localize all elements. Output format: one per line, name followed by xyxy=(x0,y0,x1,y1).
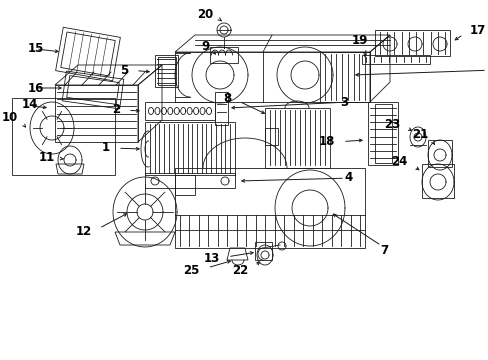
Text: 3: 3 xyxy=(339,95,347,108)
Text: 4: 4 xyxy=(344,171,352,184)
Text: 21: 21 xyxy=(411,129,427,141)
Text: 14: 14 xyxy=(22,99,38,112)
Text: 2: 2 xyxy=(112,104,120,117)
Text: 8: 8 xyxy=(224,91,231,104)
Text: 17: 17 xyxy=(469,23,485,36)
Text: 10: 10 xyxy=(2,112,18,125)
Text: 9: 9 xyxy=(202,40,209,54)
Text: 13: 13 xyxy=(203,252,220,265)
Text: 24: 24 xyxy=(391,156,407,168)
Text: 16: 16 xyxy=(28,81,44,94)
Text: 20: 20 xyxy=(196,8,213,21)
Text: 19: 19 xyxy=(351,33,367,46)
Text: 22: 22 xyxy=(231,264,247,276)
Text: 12: 12 xyxy=(76,225,92,238)
Text: 25: 25 xyxy=(183,264,200,276)
Text: 7: 7 xyxy=(379,243,387,256)
Text: 1: 1 xyxy=(102,141,110,154)
Text: 5: 5 xyxy=(120,63,128,77)
Text: 23: 23 xyxy=(383,118,399,131)
Text: 15: 15 xyxy=(28,41,44,54)
Text: 18: 18 xyxy=(318,135,334,148)
Text: 11: 11 xyxy=(39,152,55,165)
